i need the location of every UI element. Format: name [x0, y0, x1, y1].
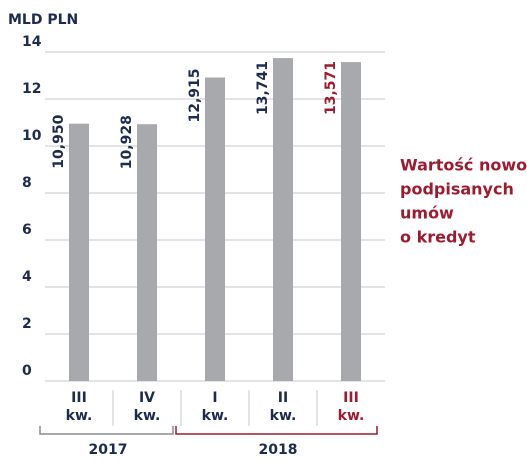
value-label: 10,950: [51, 114, 67, 168]
annotation: podpisanych: [400, 180, 514, 199]
group-label: 2018: [259, 442, 298, 458]
value-label: 10,928: [119, 115, 135, 169]
bar: [273, 58, 293, 382]
group-bracket: [39, 426, 174, 435]
y-tick-label: 2: [22, 316, 32, 332]
value-label: 13,741: [255, 61, 271, 115]
x-tick-label: III kw.: [66, 390, 93, 424]
y-tick-label: 10: [22, 128, 42, 144]
y-tick-label: 6: [22, 222, 32, 238]
y-tick-label: 0: [22, 363, 32, 379]
x-tick-label: III kw.: [338, 390, 365, 424]
annotation: umów: [400, 204, 454, 223]
annotation: Wartość nowo: [400, 156, 527, 175]
x-tick-label: IV kw.: [134, 390, 161, 424]
y-tick-label: 12: [22, 81, 41, 97]
bar: [205, 77, 225, 381]
y-tick-label: 8: [22, 175, 32, 191]
y-tick-label: 4: [22, 269, 32, 285]
bar: [137, 124, 157, 381]
annotation: o kredyt: [400, 228, 476, 247]
x-tick-label: II kw.: [270, 390, 297, 424]
bar: [69, 123, 89, 382]
group-label: 2017: [89, 442, 128, 458]
y-axis-label: MLD PLN: [8, 12, 78, 28]
value-label: 13,571: [323, 61, 339, 115]
value-label: 12,915: [187, 68, 203, 122]
y-tick-label: 14: [22, 34, 42, 50]
bar: [341, 62, 361, 381]
group-bracket: [175, 426, 378, 435]
